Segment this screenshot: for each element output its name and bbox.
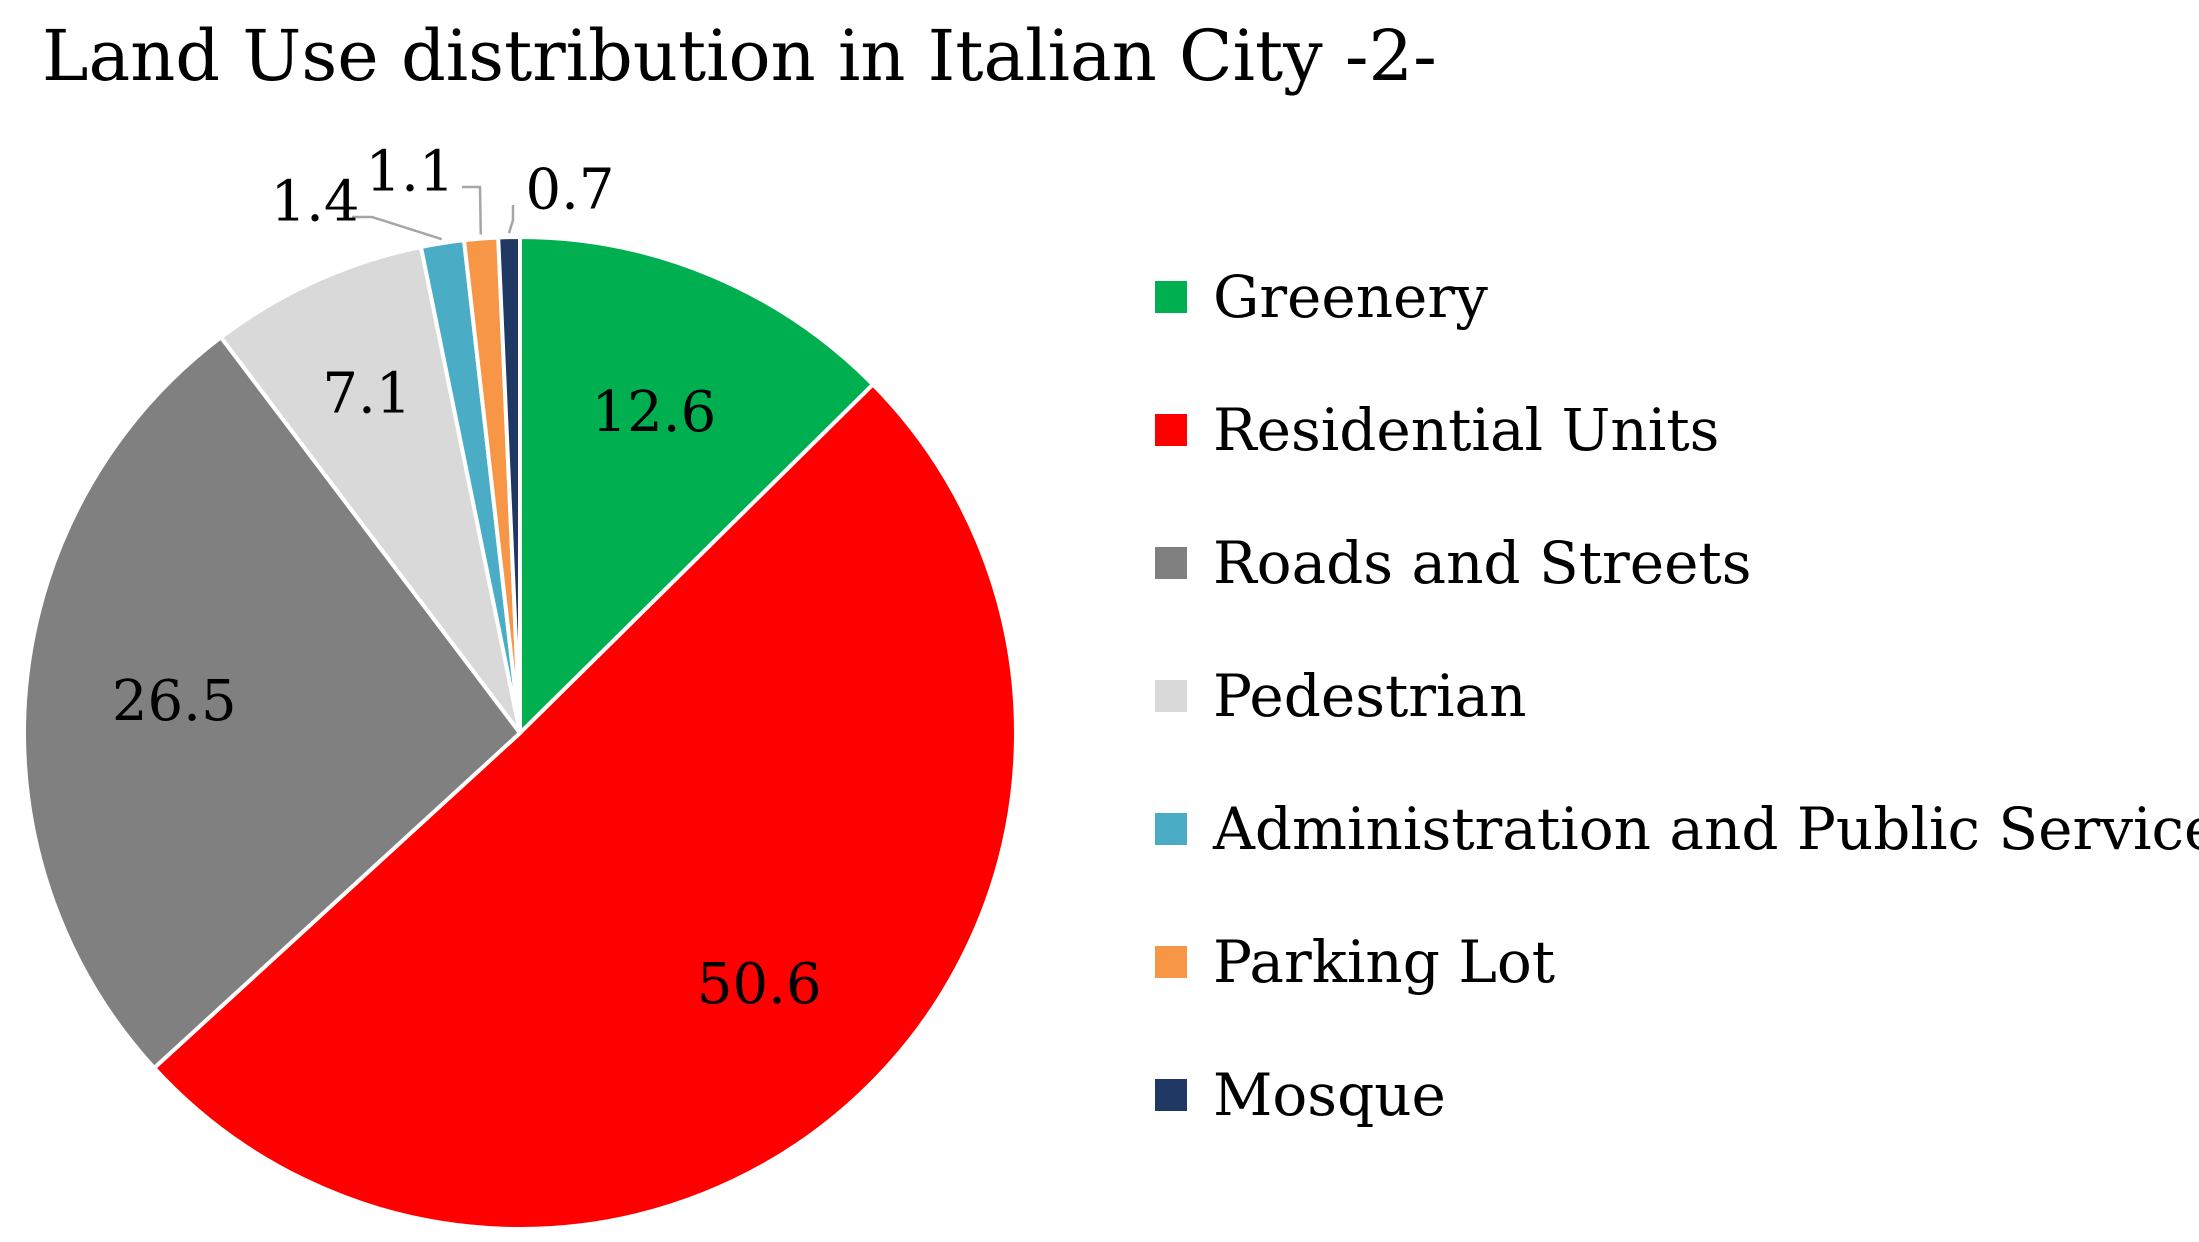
legend-label: Mosque [1213,1060,1446,1129]
legend-item-residential-units: Residential Units [1155,363,2195,496]
data-label-greenery: 12.6 [592,380,717,445]
legend-item-administration-and-public-services: Administration and Public Services [1155,762,2199,895]
leader-lines [352,185,515,241]
data-labels: 12.6 50.6 26.5 7.1 1.4 1.1 0.7 [112,140,822,1018]
legend-swatch [1155,280,1187,313]
pie-slices [21,234,1018,1231]
leader-line-administration-and-public-services [352,215,443,241]
legend-label: Residential Units [1213,395,1720,464]
slice-roads-and-streets [21,334,523,1071]
legend-label: Greenery [1213,262,1488,331]
data-label-administration-and-public-services: 1.4 [270,170,359,235]
data-label-parking-lot: 1.1 [365,140,454,205]
data-label-roads-and-streets: 26.5 [112,669,237,734]
data-label-residential-units: 50.6 [697,952,822,1017]
legend-swatch [1155,546,1187,579]
legend-item-greenery: Greenery [1155,230,2195,363]
legend-item-mosque: Mosque [1155,1028,2195,1161]
legend-swatch [1155,413,1187,446]
legend-label: Parking Lot [1213,927,1556,996]
legend-swatch [1155,945,1187,978]
legend-label: Administration and Public Services [1213,794,2199,863]
legend-item-parking-lot: Parking Lot [1155,895,2195,1028]
slice-greenery [518,234,876,738]
chart-title: Land Use distribution in Italian City -2… [42,15,1437,97]
legend-label: Roads and Streets [1213,528,1752,597]
legend-label: Pedestrian [1213,661,1527,730]
leader-line-parking-lot [462,185,483,235]
leader-line-mosque [507,205,515,234]
legend-swatch [1155,1078,1187,1111]
slice-residential-units [151,381,1018,1231]
legend-item-roads-and-streets: Roads and Streets [1155,496,2195,629]
data-label-pedestrian: 7.1 [322,361,411,426]
pie-chart: 12.6 50.6 26.5 7.1 1.4 1.1 0.7 [21,140,1018,1231]
legend-swatch [1155,679,1187,712]
legend-swatch [1155,812,1187,845]
legend: Greenery Residential Units Roads and Stree… [1155,230,2199,1161]
data-label-mosque: 0.7 [525,158,614,223]
slice-mosque [496,234,522,734]
legend-item-pedestrian: Pedestrian [1155,629,2195,762]
